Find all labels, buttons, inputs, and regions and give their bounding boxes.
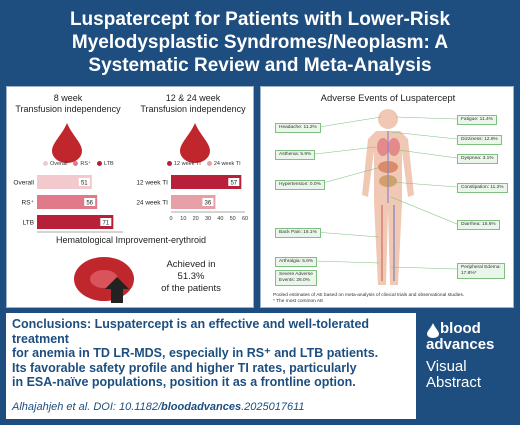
x-tick-label: 60	[242, 216, 248, 222]
bar	[37, 195, 98, 209]
bar	[37, 175, 92, 189]
hi-achieved-value: 51.3%	[177, 271, 205, 282]
ae-box-constipation: Constipation: 11.2%	[457, 183, 508, 193]
human-body-icon	[362, 109, 414, 285]
bar-value-label: 36	[205, 200, 212, 206]
legend-item: LTB	[96, 161, 114, 167]
conclusions-text: Conclusions: Luspatercept is an effectiv…	[12, 317, 379, 389]
conclusions-label: Conclusions:	[12, 317, 92, 331]
legend-item: Overall	[43, 161, 67, 167]
bar-value-box	[84, 198, 96, 206]
ae-title: Adverse Events of Luspatercept	[320, 93, 456, 104]
efficacy-panel: 8 week Transfusion independency 12 & 24 w…	[6, 86, 254, 308]
bar-value-label: 57	[230, 180, 237, 186]
chart-legend-left: Overall RS⁺ LTB	[43, 161, 114, 167]
x-tick-label: 30	[205, 216, 211, 222]
blood-drop-icon	[180, 123, 210, 163]
bar-category-label: LTB	[23, 220, 34, 227]
x-tick-label: 40	[217, 216, 223, 222]
ae-box-fatigue: Fatigue: 11.4%	[457, 115, 497, 125]
ae-box-asthenia: Asthenia: 5.9%	[275, 150, 316, 160]
x-tick-label: 20	[193, 216, 199, 222]
legend-item: 24 week TI	[206, 161, 241, 167]
hi-erythroid-title: Hematological Improvement-erythroid	[55, 235, 207, 245]
ti-8week-label-text: 8 week Transfusion independency	[15, 93, 121, 114]
ti-12-24week-label-text: 12 & 24 week Transfusion independency	[140, 93, 246, 114]
citation: Alhajahjeh et al. DOI: 10.1182/bloodadva…	[12, 401, 305, 413]
ae-box-diarrhea: Diarrhea: 15.6%	[457, 220, 500, 230]
ae-box-headache: Headache: 11.2%	[275, 123, 321, 133]
citation-journal: bloodadvances	[161, 401, 242, 413]
ae-box-dizziness: Dizziness: 12.9%	[457, 135, 502, 145]
bar-category-label: RS⁺	[22, 200, 35, 207]
bar	[171, 175, 242, 189]
bar-value-label: 51	[81, 180, 88, 186]
legend-item: RS⁺	[73, 161, 91, 167]
blood-drop-icon	[52, 123, 82, 163]
ti-8week-label: 8 week Transfusion independency	[13, 93, 123, 115]
hi-achieved-text: Achieved in 51.3% of the patients	[141, 259, 241, 295]
legend-item: 12 week TI	[167, 161, 201, 167]
bar-value-label: 56	[86, 200, 93, 206]
bar-category-label: Overall	[13, 180, 34, 187]
conclusions-panel: Conclusions: Luspatercept is an effectiv…	[6, 313, 416, 419]
title-bar: Luspatercept for Patients with Lower-Ris…	[6, 4, 514, 80]
ti-12-24week-label: 12 & 24 week Transfusion independency	[135, 93, 251, 115]
bar	[37, 215, 114, 229]
ae-box-dyspnea: Dyspnea: 3.1%	[457, 154, 498, 164]
ae-box-arthralgia: Arthralgia: 5.6%	[275, 257, 318, 267]
bar-value-box	[228, 178, 240, 186]
page-title: Luspatercept for Patients with Lower-Ris…	[69, 8, 451, 76]
bar-category-label: 24 week TI	[136, 200, 168, 207]
bar-value-box	[202, 198, 214, 206]
x-tick-label: 0	[169, 216, 172, 222]
ae-box-severe: Severe Adverse Events: 28.0%	[275, 270, 317, 286]
bar-value-label: 71	[102, 220, 109, 226]
ae-box-hypertension: Hypertension: 0.0%	[275, 180, 325, 190]
blood-drop-logo-icon	[427, 323, 439, 338]
adverse-events-panel: Adverse Events of Luspatercept	[260, 86, 514, 308]
chart-legend-right: 12 week TI 24 week TI	[167, 161, 241, 167]
ae-box-peripheral-edema: Peripheral Edema: 17.8%*	[457, 263, 505, 279]
red-blood-cell-icon	[74, 257, 134, 303]
x-tick-label: 10	[180, 216, 186, 222]
bar-value-box	[78, 178, 90, 186]
ae-footnote: Pooled estimates of AE based on meta-ana…	[273, 293, 465, 304]
blood-advances-logo: blood advances Visual Abstract	[426, 320, 495, 391]
x-tick-label: 50	[230, 216, 236, 222]
ae-connector-lines	[314, 116, 458, 270]
ti-12-24week-bar-chart: 12 week TI 57 24 week TI 36 0 10 20 30 40 50 60	[136, 175, 248, 222]
bar-category-label: 12 week TI	[136, 180, 168, 187]
ae-box-back-pain: Back Pain: 16.1%	[275, 228, 321, 238]
bar-value-box	[100, 218, 112, 226]
